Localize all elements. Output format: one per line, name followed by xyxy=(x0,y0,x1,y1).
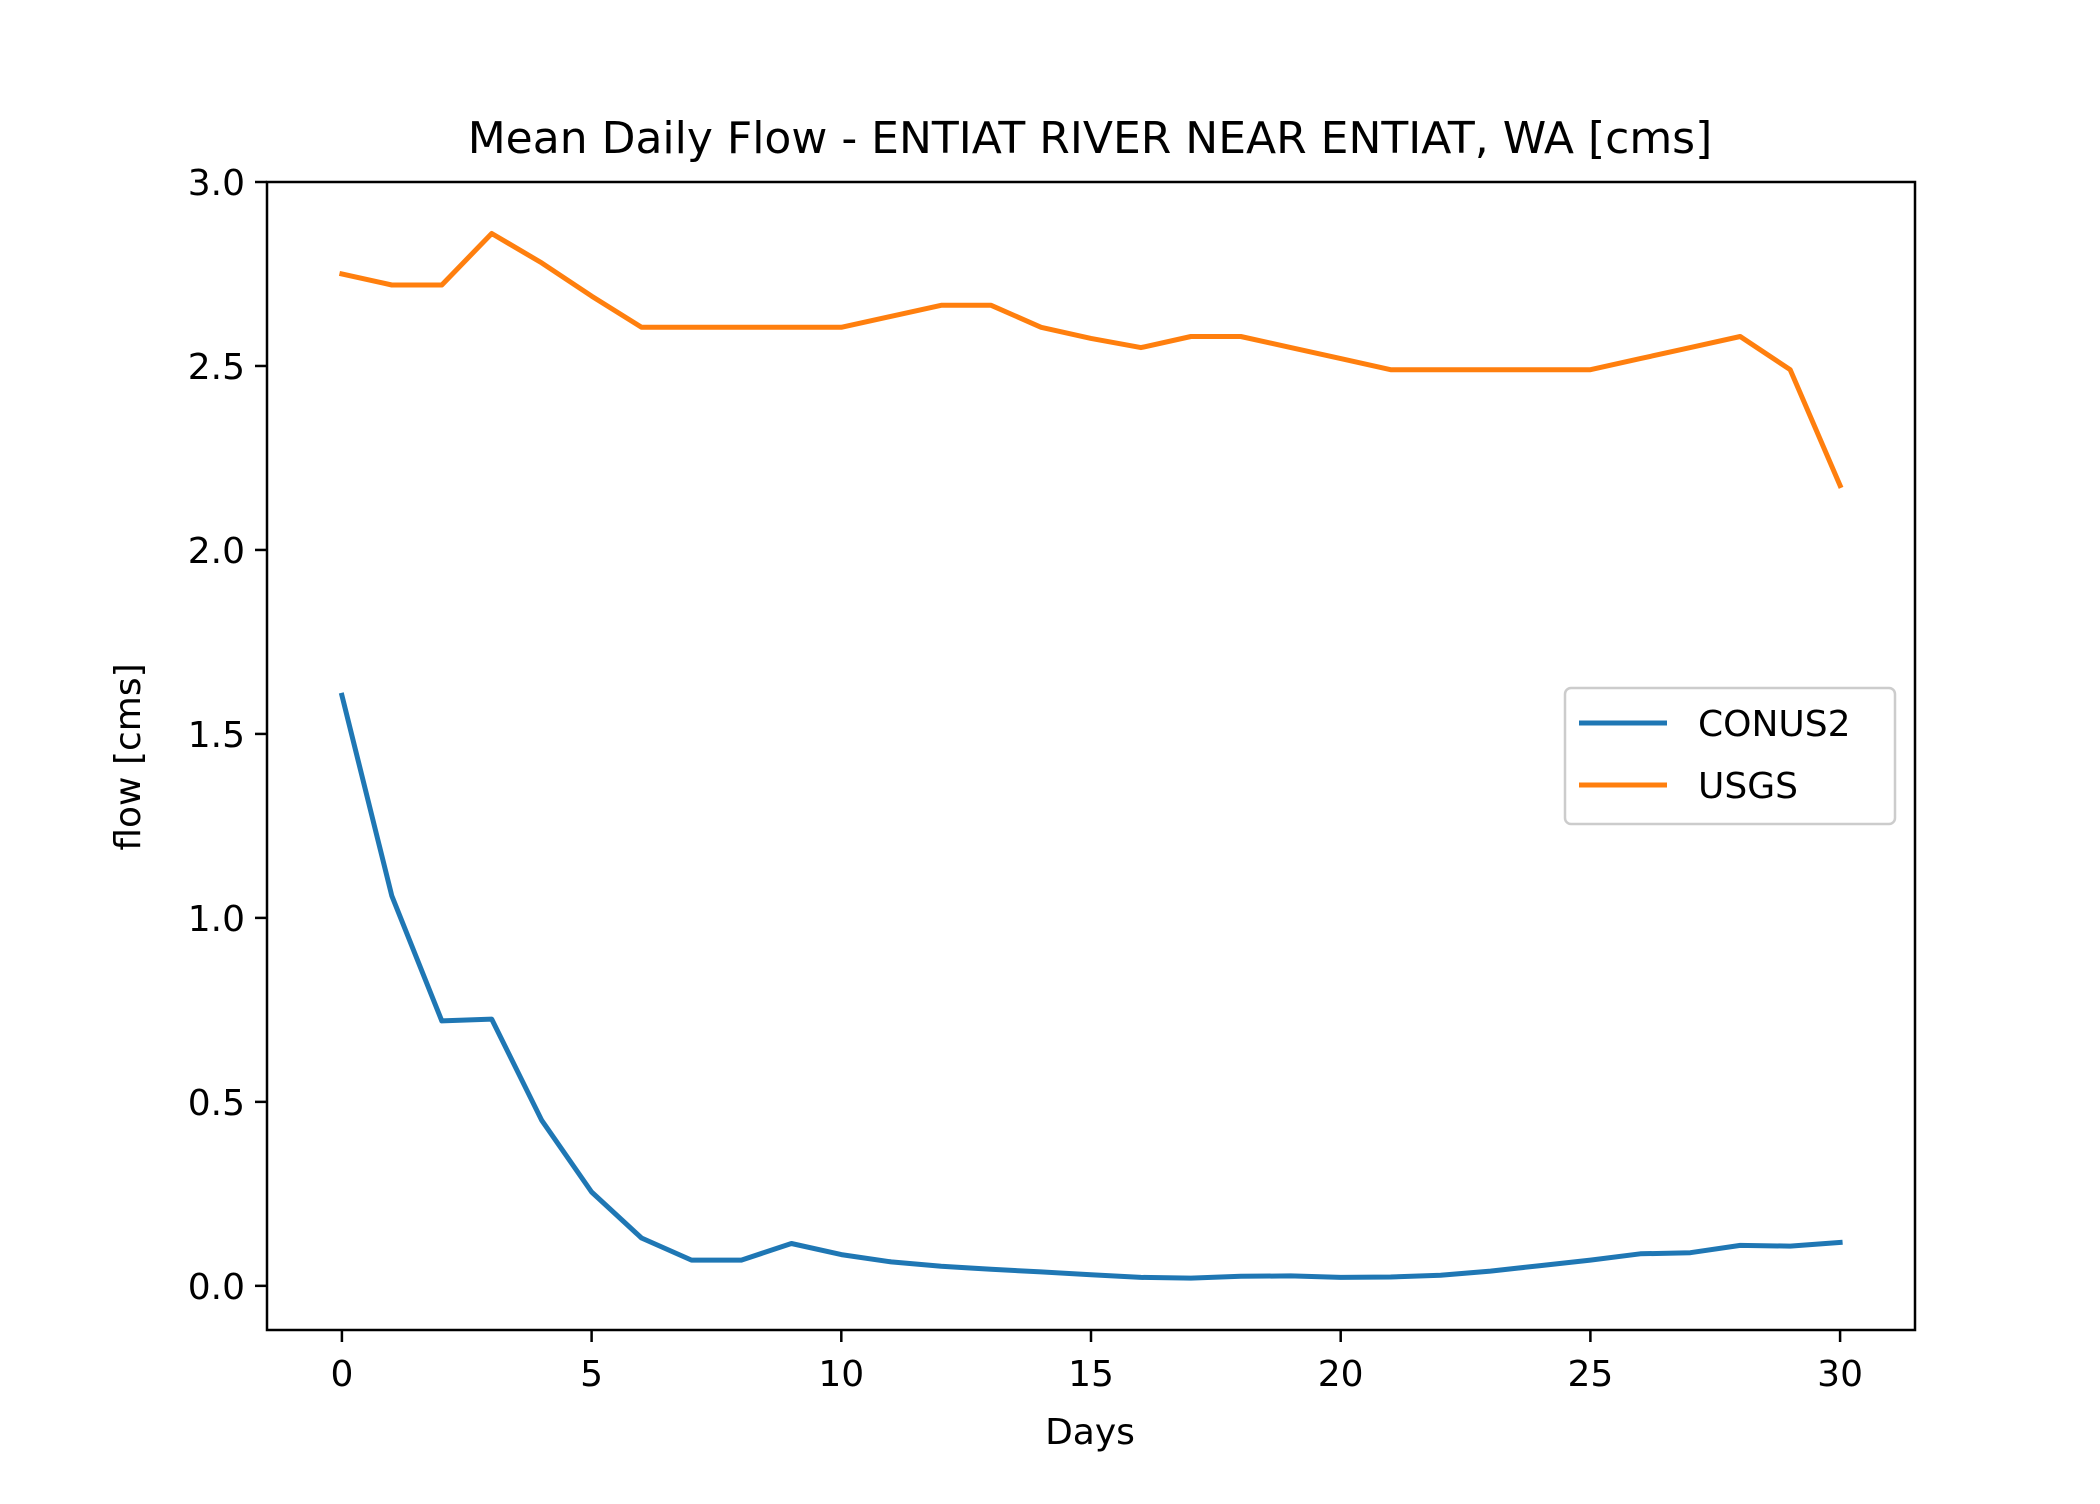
y-tick-label: 1.5 xyxy=(188,715,245,756)
legend-label-conus2: CONUS2 xyxy=(1698,704,1851,745)
x-tick-label: 5 xyxy=(580,1354,603,1395)
series-line-conus2 xyxy=(338,692,1843,1281)
y-tick-label: 1.0 xyxy=(188,899,245,940)
y-tick-label: 0.0 xyxy=(188,1267,245,1308)
y-tick-label: 2.5 xyxy=(188,347,245,388)
y-tick-label: 3.0 xyxy=(188,163,245,204)
x-tick-label: 30 xyxy=(1817,1354,1863,1395)
x-tick-label: 10 xyxy=(818,1354,864,1395)
x-tick-label: 25 xyxy=(1567,1354,1613,1395)
x-axis-label: Days xyxy=(1045,1412,1135,1453)
legend: CONUS2 USGS xyxy=(1563,686,1897,826)
series-layer xyxy=(338,231,1844,1281)
x-tick-label: 15 xyxy=(1068,1354,1114,1395)
x-tick-label: 20 xyxy=(1318,1354,1364,1395)
y-tick-label: 2.0 xyxy=(188,531,245,572)
y-tick-label: 0.5 xyxy=(188,1083,245,1124)
y-axis-label: flow [cms] xyxy=(108,663,149,850)
series-line-usgs xyxy=(338,231,1844,489)
x-tick-label: 0 xyxy=(330,1354,353,1395)
plot-frame xyxy=(265,180,1917,1332)
legend-label-usgs: USGS xyxy=(1698,766,1798,807)
ticks-layer: 0 5 10 15 20 25 30 0.0 0.5 1.0 1.5 2.0 2.5 3.0 xyxy=(188,163,1863,1395)
chart-title: Mean Daily Flow - ENTIAT RIVER NEAR ENTI… xyxy=(468,113,1713,164)
